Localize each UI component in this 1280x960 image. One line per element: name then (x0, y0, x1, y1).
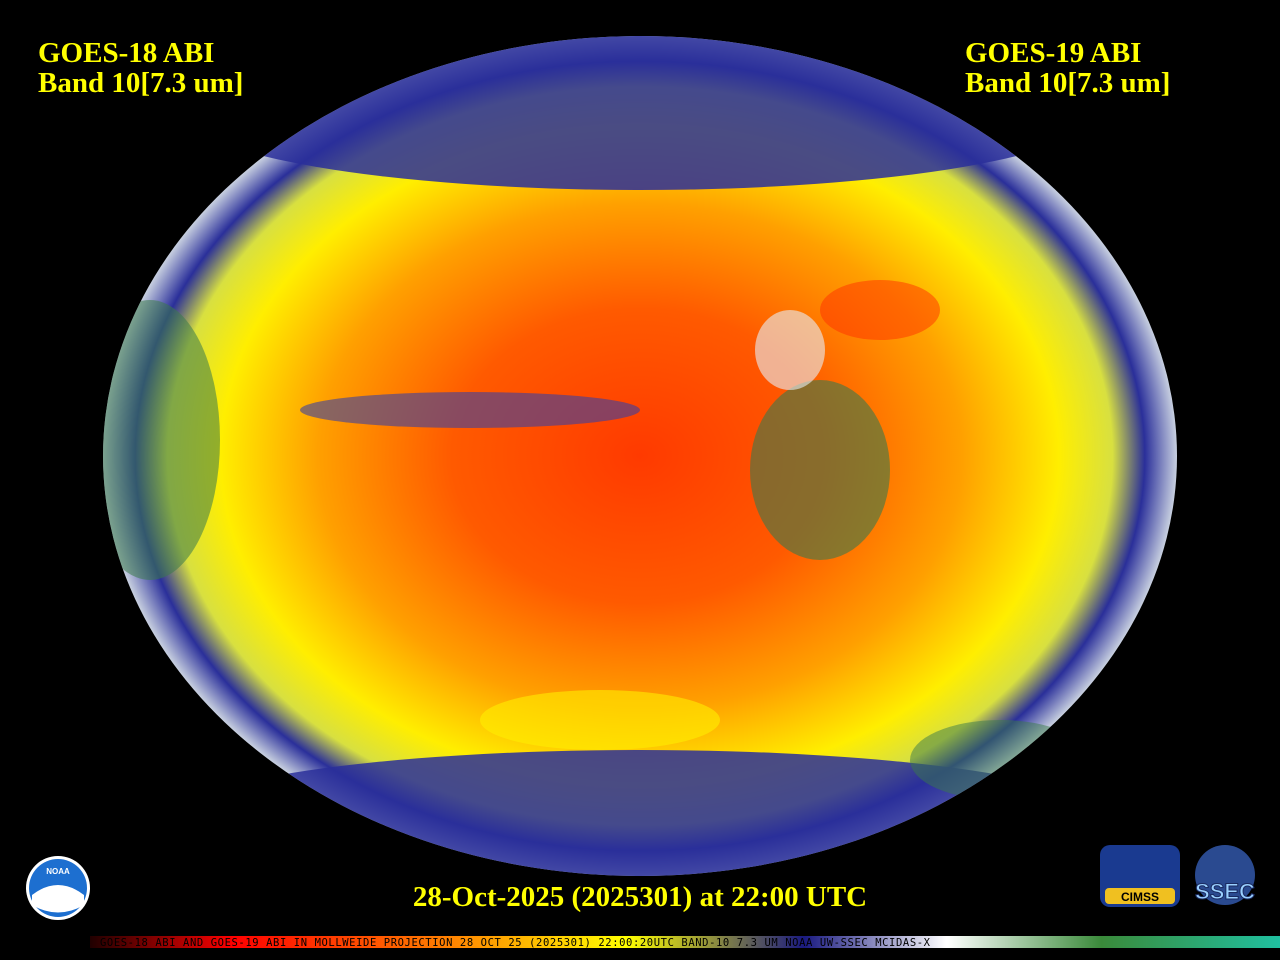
storm (755, 310, 825, 390)
south-pacific (480, 690, 720, 750)
noaa-label: NOAA (46, 867, 70, 876)
timestamp: 28-Oct-2025 (2025301) at 22:00 UTC (413, 881, 867, 913)
noaa-wave (32, 885, 84, 913)
amazon (750, 380, 890, 560)
itcz (300, 392, 640, 428)
left-title: GOES-18 ABI (38, 37, 214, 69)
color-bar (90, 936, 1280, 948)
cimss-band (1105, 888, 1175, 904)
footer-caption: GOES-18 ABI AND GOES-19 ABI IN MOLLWEIDE… (100, 937, 931, 949)
ssec-logo: SSEC (1195, 845, 1256, 905)
globe (103, 36, 1177, 876)
noaa-logo: NOAA (26, 856, 90, 920)
cimss-label: CIMSS (1121, 890, 1159, 904)
dry-slot (820, 280, 940, 340)
west-edge (103, 300, 220, 580)
left-band: Band 10[7.3 um] (38, 67, 243, 99)
right-band: Band 10[7.3 um] (965, 67, 1170, 99)
cimss-logo: CIMSS (1100, 845, 1180, 907)
ssec-label: SSEC (1195, 879, 1255, 904)
right-title: GOES-19 ABI (965, 37, 1141, 69)
ssec-disc (1195, 845, 1255, 905)
